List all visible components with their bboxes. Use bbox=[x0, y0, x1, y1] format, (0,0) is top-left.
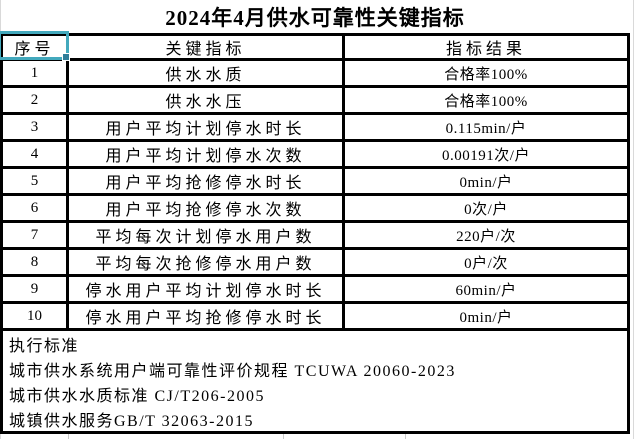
row-number-cell[interactable]: 6 bbox=[3, 196, 69, 220]
row-number-cell[interactable]: 5 bbox=[3, 169, 69, 193]
row-number-cell[interactable]: 10 bbox=[3, 304, 69, 328]
indicator-cell[interactable]: 平均每次抢修停水用户数 bbox=[69, 250, 345, 274]
footer-line-heading: 执行标准 bbox=[9, 338, 80, 355]
result-cell[interactable]: 合格率100% bbox=[444, 93, 528, 110]
result-cell[interactable]: 0户/次 bbox=[464, 255, 508, 272]
table-title: 2024年4月供水可靠性关键指标 bbox=[165, 5, 465, 30]
table-title-cell[interactable]: 2024年4月供水可靠性关键指标 bbox=[0, 0, 630, 33]
result-cell[interactable]: 0min/户 bbox=[459, 174, 513, 191]
indicator-cell[interactable]: 平均每次计划停水用户数 bbox=[69, 223, 345, 247]
sheet-gridline-stub bbox=[405, 433, 406, 439]
table-row: 5 用户平均抢修停水时长 0min/户 bbox=[3, 169, 627, 196]
result-cell[interactable]: 220户/次 bbox=[456, 228, 516, 245]
row-number-cell[interactable]: 3 bbox=[3, 115, 69, 139]
header-cell-indicator[interactable]: 关键指标 bbox=[69, 36, 345, 58]
indicator-table: 序号 关键指标 指标结果 1 供水水质 合格率100% 2 供水水压 合格率10… bbox=[0, 33, 630, 434]
indicator-cell[interactable]: 用户平均计划停水次数 bbox=[69, 142, 345, 166]
table-row: 8 平均每次抢修停水用户数 0户/次 bbox=[3, 250, 627, 277]
indicator-cell[interactable]: 供水水质 bbox=[69, 61, 345, 85]
table-row: 7 平均每次计划停水用户数 220户/次 bbox=[3, 223, 627, 250]
table-row: 2 供水水压 合格率100% bbox=[3, 88, 627, 115]
result-cell[interactable]: 0.00191次/户 bbox=[442, 147, 530, 164]
row-number-cell[interactable]: 4 bbox=[3, 142, 69, 166]
table-row: 3 用户平均计划停水时长 0.115min/户 bbox=[3, 115, 627, 142]
row-number-cell[interactable]: 1 bbox=[3, 61, 69, 85]
indicator-cell[interactable]: 用户平均计划停水时长 bbox=[69, 115, 345, 139]
indicator-cell[interactable]: 用户平均抢修停水时长 bbox=[69, 169, 345, 193]
indicator-cell[interactable]: 停水用户平均计划停水时长 bbox=[69, 277, 345, 301]
header-cell-no[interactable]: 序号 bbox=[3, 36, 69, 58]
row-number-cell[interactable]: 7 bbox=[3, 223, 69, 247]
table-row: 6 用户平均抢修停水次数 0次/户 bbox=[3, 196, 627, 223]
table-row: 10 停水用户平均抢修停水时长 0min/户 bbox=[3, 304, 627, 331]
selection-fill-handle[interactable] bbox=[62, 53, 70, 61]
result-cell[interactable]: 0min/户 bbox=[459, 309, 513, 326]
row-number-cell[interactable]: 9 bbox=[3, 277, 69, 301]
footer-line-standard: 城市供水水质标准 CJ/T206-2005 bbox=[9, 388, 265, 405]
table-row: 9 停水用户平均计划停水时长 60min/户 bbox=[3, 277, 627, 304]
standards-footer-cell[interactable]: 执行标准 城市供水系统用户端可靠性评价规程 TCUWA 20060-2023 城… bbox=[3, 331, 627, 431]
indicator-cell[interactable]: 停水用户平均抢修停水时长 bbox=[69, 304, 345, 328]
indicator-cell[interactable]: 用户平均抢修停水次数 bbox=[69, 196, 345, 220]
footer-line-standard: 城市供水系统用户端可靠性评价规程 TCUWA 20060-2023 bbox=[9, 363, 456, 380]
header-cell-result[interactable]: 指标结果 bbox=[445, 41, 526, 58]
sheet-gridline-stub bbox=[68, 433, 69, 439]
sheet-gridline-stub bbox=[283, 433, 284, 439]
header-row: 序号 关键指标 指标结果 bbox=[3, 36, 627, 61]
result-cell[interactable]: 0次/户 bbox=[464, 201, 508, 218]
row-number-cell[interactable]: 8 bbox=[3, 250, 69, 274]
sheet-gridline-right bbox=[633, 0, 634, 439]
result-cell[interactable]: 60min/户 bbox=[455, 282, 517, 299]
footer-line-standard: 城镇供水服务GB/T 32063-2015 bbox=[9, 413, 254, 430]
row-number-cell[interactable]: 2 bbox=[3, 88, 69, 112]
result-cell[interactable]: 合格率100% bbox=[444, 66, 528, 83]
table-row: 1 供水水质 合格率100% bbox=[3, 61, 627, 88]
indicator-cell[interactable]: 供水水压 bbox=[69, 88, 345, 112]
table-row: 4 用户平均计划停水次数 0.00191次/户 bbox=[3, 142, 627, 169]
result-cell[interactable]: 0.115min/户 bbox=[445, 120, 527, 137]
